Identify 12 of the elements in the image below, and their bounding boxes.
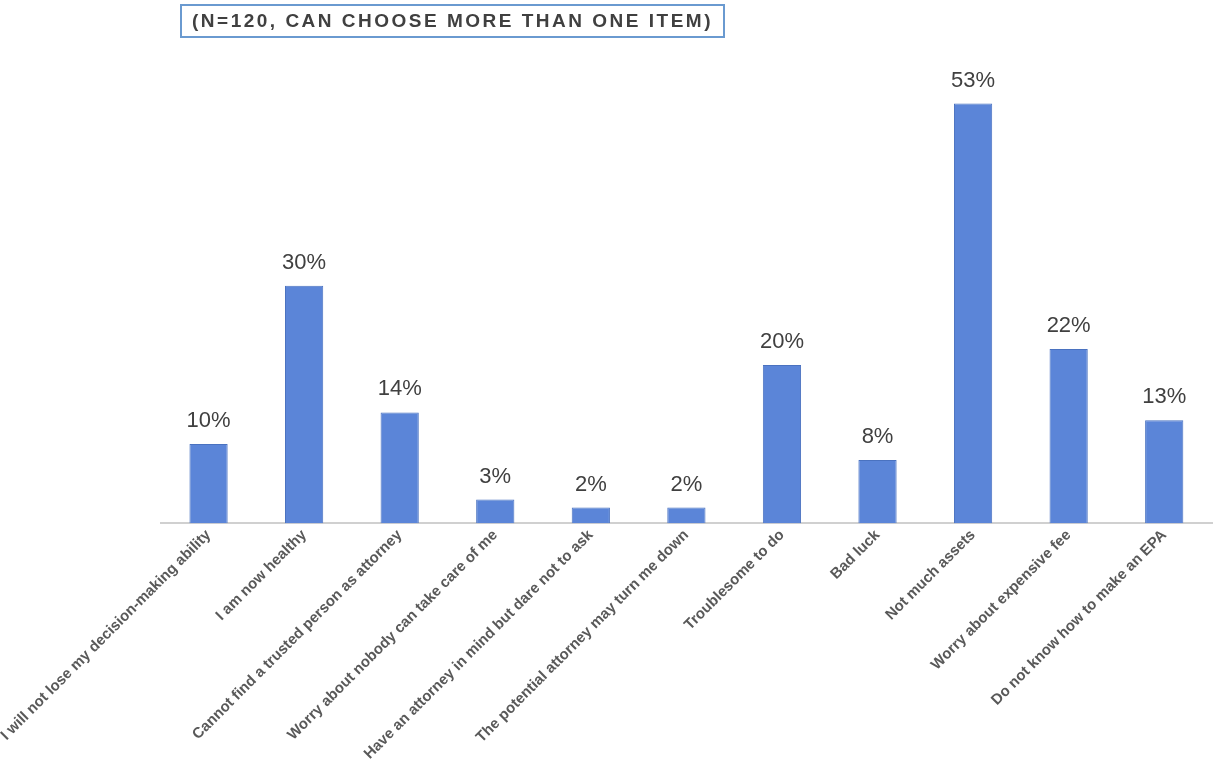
data-label: 3% [479, 462, 512, 488]
data-label: 13% [1142, 383, 1187, 409]
data-label: 14% [377, 375, 422, 401]
chart-title: (N=120, CAN CHOOSE MORE THAN ONE ITEM) [180, 4, 725, 38]
data-label: 10% [186, 407, 231, 433]
data-label: 2% [574, 470, 607, 496]
data-label: 8% [861, 423, 894, 448]
data-label: 22% [1046, 312, 1091, 338]
data-label: 20% [759, 327, 804, 353]
data-label: 2% [670, 470, 703, 496]
data-label: 30% [282, 248, 327, 274]
data-label: 53% [951, 66, 996, 92]
